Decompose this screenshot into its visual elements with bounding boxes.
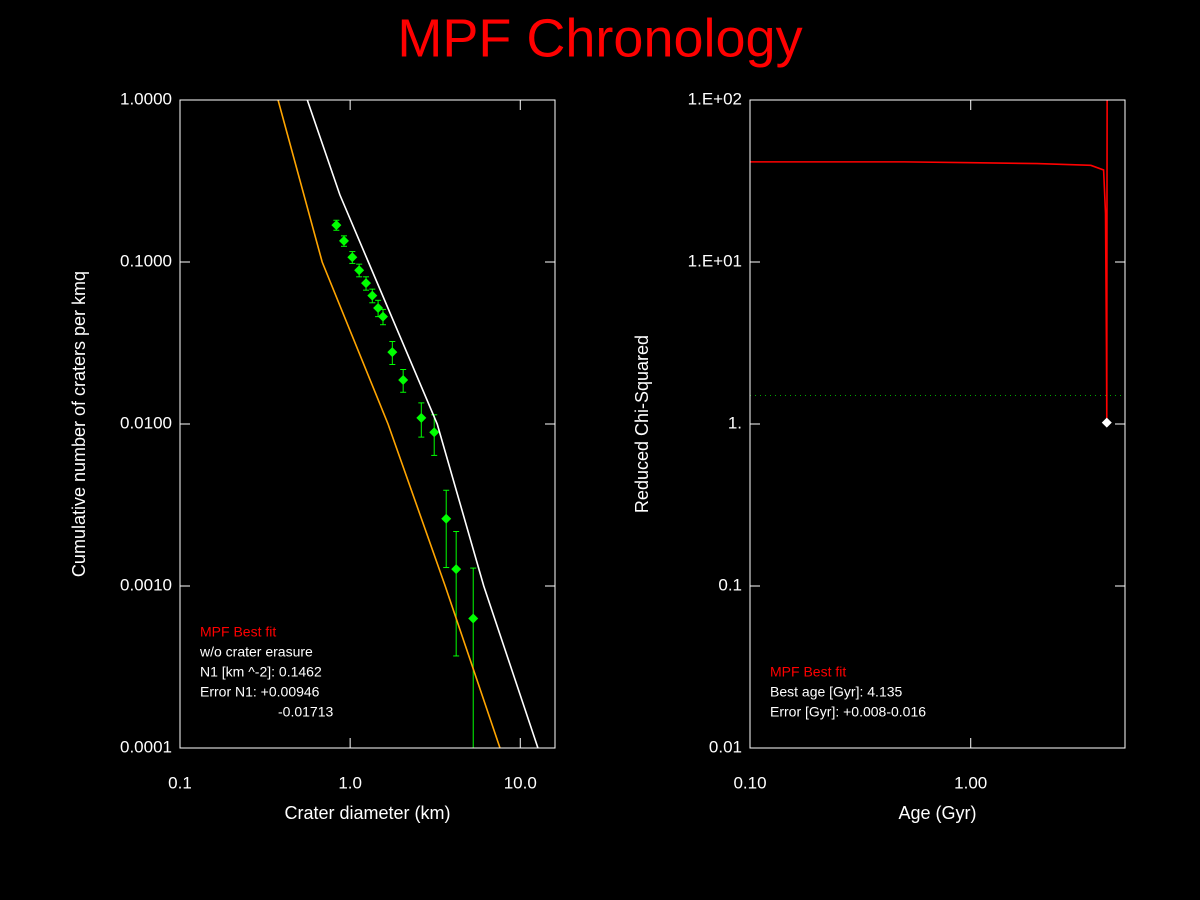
- annotation: N1 [km ^-2]: 0.1462: [200, 664, 322, 680]
- x-axis-label: Crater diameter (km): [284, 803, 450, 823]
- annotation: Best age [Gyr]: 4.135: [770, 684, 903, 700]
- y-tick-label: 1.E+02: [688, 89, 742, 108]
- x-tick-label: 0.1: [168, 773, 192, 792]
- annotation: w/o crater erasure: [199, 644, 313, 660]
- page-title: MPF Chronology: [397, 8, 802, 68]
- data-point: [451, 564, 462, 575]
- data-point: [361, 278, 372, 289]
- best-fit-point: [1101, 417, 1112, 428]
- y-tick-label: 0.0010: [120, 575, 172, 594]
- x-tick-label: 1.0: [338, 773, 362, 792]
- data-point: [468, 613, 479, 624]
- y-tick-label: 0.1000: [120, 251, 172, 270]
- data-point: [354, 265, 365, 276]
- y-tick-label: 0.1: [718, 575, 742, 594]
- curve: [306, 100, 539, 748]
- y-tick-label: 0.0001: [120, 737, 172, 756]
- data-point: [429, 427, 440, 438]
- plot-area: [277, 100, 539, 748]
- data-point: [347, 252, 358, 263]
- data-point: [373, 303, 384, 314]
- y-axis-label: Cumulative number of craters per kmq: [69, 271, 89, 577]
- y-tick-label: 0.01: [709, 737, 742, 756]
- data-point: [331, 220, 342, 231]
- curve: [277, 100, 501, 748]
- annotation: MPF Best fit: [770, 664, 846, 680]
- plot-area: [750, 100, 1125, 423]
- data-point: [338, 235, 349, 246]
- y-tick-label: 1.E+01: [688, 251, 742, 270]
- data-point: [367, 290, 378, 301]
- x-tick-label: 0.10: [733, 773, 766, 792]
- x-axis-label: Age (Gyr): [898, 803, 976, 823]
- data-point: [387, 347, 398, 358]
- x-tick-label: 1.00: [954, 773, 987, 792]
- annotation: Error N1: +0.00946: [200, 684, 320, 700]
- annotation: Error [Gyr]: +0.008-0.016: [770, 704, 926, 720]
- data-point: [416, 412, 427, 423]
- data-point: [398, 374, 409, 385]
- data-point: [441, 513, 452, 524]
- y-tick-label: 0.0100: [120, 413, 172, 432]
- x-tick-label: 10.0: [504, 773, 537, 792]
- data-point: [377, 311, 388, 322]
- y-axis-label: Reduced Chi-Squared: [632, 335, 652, 513]
- curve: [750, 100, 1108, 423]
- annotation: -0.01713: [278, 704, 333, 720]
- y-tick-label: 1.0000: [120, 89, 172, 108]
- annotation: MPF Best fit: [200, 624, 276, 640]
- y-tick-label: 1.: [728, 413, 742, 432]
